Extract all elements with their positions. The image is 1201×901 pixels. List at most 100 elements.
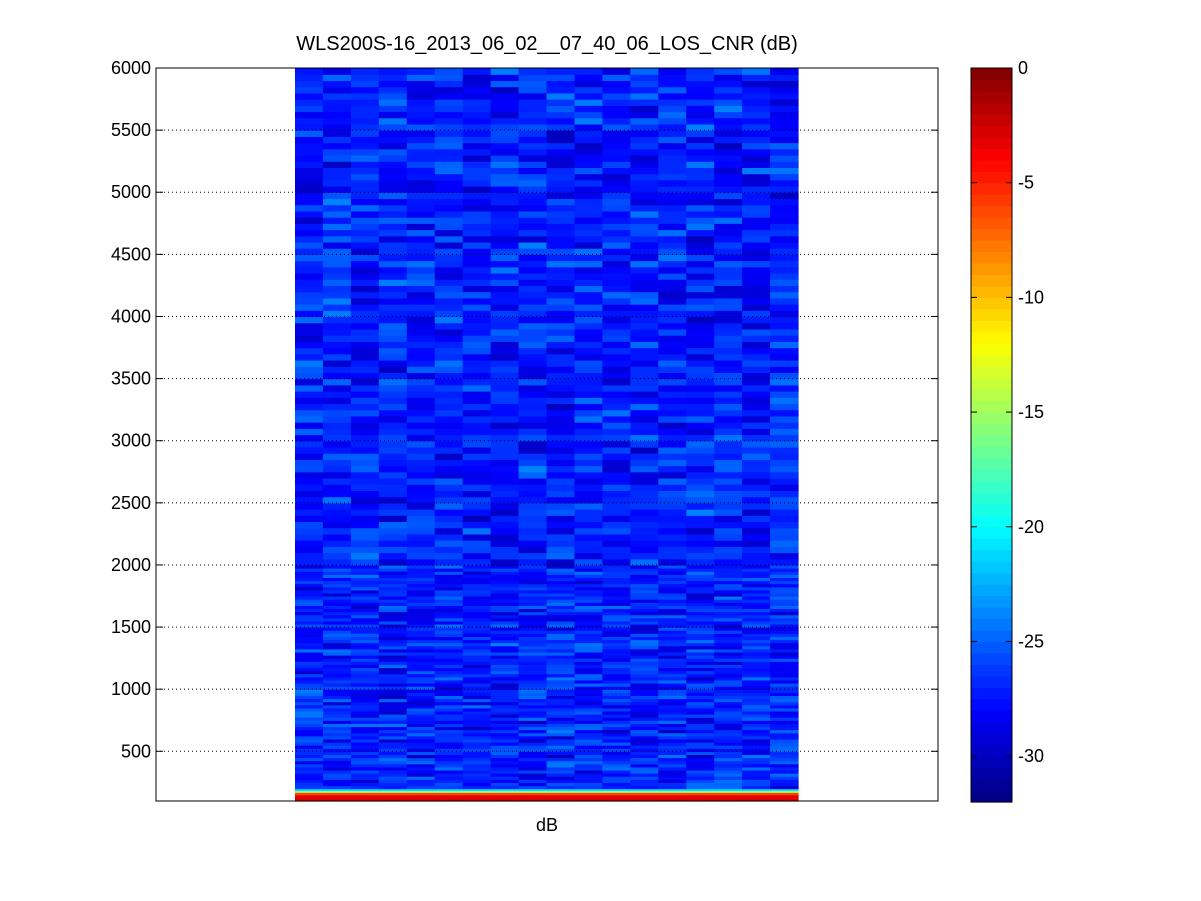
heatmap-cell [658, 633, 687, 637]
heatmap-cell [322, 397, 352, 405]
colorbar-band [971, 113, 1012, 126]
heatmap-cell [518, 279, 548, 287]
heatmap-cell [518, 484, 548, 491]
heatmap-cell [322, 707, 352, 712]
heatmap-cell [378, 142, 408, 150]
heatmap-cell [490, 698, 520, 703]
heatmap-cell [770, 540, 799, 547]
heatmap-cell [546, 782, 576, 787]
colorbar-band [971, 274, 1012, 287]
heatmap-cell [462, 353, 492, 361]
heatmap-cell [295, 605, 324, 610]
heatmap-cell [406, 790, 436, 793]
heatmap-cell [546, 658, 576, 662]
heatmap-cell [574, 248, 603, 255]
heatmap-cell [406, 372, 436, 380]
heatmap-cell [658, 74, 687, 82]
heatmap-cell [434, 670, 464, 675]
heatmap-cell [602, 602, 631, 606]
heatmap-cell [602, 655, 631, 659]
heatmap-cell [714, 533, 743, 541]
heatmap-cell [630, 558, 659, 566]
heatmap-cell [518, 186, 548, 193]
heatmap-cell [602, 341, 631, 349]
heatmap-cell [686, 527, 715, 535]
heatmap-cell [350, 272, 380, 280]
heatmap-cell [490, 596, 520, 600]
heatmap-cell [350, 574, 380, 578]
heatmap-cell [742, 738, 771, 743]
heatmap-cell [406, 589, 436, 594]
heatmap-cell [322, 738, 352, 743]
colorbar-band [971, 389, 1012, 402]
heatmap-cell [770, 779, 799, 783]
heatmap-cell [770, 179, 799, 187]
heatmap-cell [518, 272, 548, 280]
heatmap-cell [378, 773, 408, 777]
heatmap-cell [322, 477, 352, 485]
heatmap-cell [378, 254, 408, 262]
heatmap-cell [546, 698, 576, 703]
heatmap-cell [322, 192, 352, 200]
heatmap-cell [378, 679, 408, 684]
heatmap-cell [714, 692, 743, 696]
heatmap-cell [490, 726, 520, 731]
heatmap-cell [434, 655, 464, 659]
heatmap-cell [350, 521, 380, 529]
heatmap-cell [462, 735, 492, 740]
heatmap-cell [658, 322, 687, 330]
heatmap-cell [490, 788, 520, 792]
heatmap-cell [462, 99, 492, 106]
heatmap-cell [378, 130, 408, 137]
heatmap-cell [490, 707, 520, 712]
heatmap-cell [658, 285, 687, 293]
heatmap-cell [602, 142, 631, 150]
colorbar-band [971, 607, 1012, 620]
heatmap-cell [658, 577, 687, 582]
heatmap-cell [742, 279, 771, 287]
heatmap-cell [434, 279, 464, 287]
colorbar-band [971, 503, 1012, 516]
heatmap-cell [518, 546, 548, 554]
heatmap-cell [378, 776, 408, 780]
heatmap-cell [602, 658, 631, 662]
heatmap-cell [770, 527, 799, 535]
colorbar-band [971, 572, 1012, 585]
heatmap-cell [742, 384, 771, 392]
heatmap-cell [658, 310, 687, 318]
heatmap-cell [462, 167, 492, 175]
heatmap-cell [378, 428, 408, 436]
heatmap-cell [322, 92, 352, 100]
heatmap-cell [295, 701, 324, 706]
heatmap-cell [574, 521, 603, 529]
heatmap-cell [714, 589, 743, 594]
heatmap-cell [434, 477, 464, 485]
heatmap-cell [686, 720, 715, 724]
heatmap-cell [518, 192, 548, 200]
heatmap-cell [686, 552, 715, 560]
heatmap-cell [462, 285, 492, 293]
heatmap-cell [770, 552, 799, 560]
heatmap-cell [322, 521, 352, 529]
heatmap-cell [462, 686, 492, 690]
heatmap-cell [742, 558, 771, 566]
heatmap-cell [742, 335, 771, 342]
heatmap-cell [462, 217, 492, 224]
heatmap-cell [546, 440, 576, 448]
heatmap-cell [462, 130, 492, 137]
heatmap-cell [378, 285, 408, 293]
heatmap-cell [574, 651, 603, 656]
heatmap-cell [322, 782, 352, 787]
heatmap-cell [406, 695, 436, 700]
heatmap-cell [686, 735, 715, 740]
heatmap-cell [602, 99, 631, 106]
heatmap-cell [714, 527, 743, 535]
heatmap-cell [518, 136, 548, 144]
heatmap-cell [714, 614, 743, 619]
heatmap-cell [770, 217, 799, 224]
heatmap-cell [574, 80, 603, 88]
heatmap-cell [686, 620, 715, 625]
heatmap-cell [434, 266, 464, 274]
heatmap-cell [546, 471, 576, 479]
heatmap-cell [630, 154, 659, 162]
